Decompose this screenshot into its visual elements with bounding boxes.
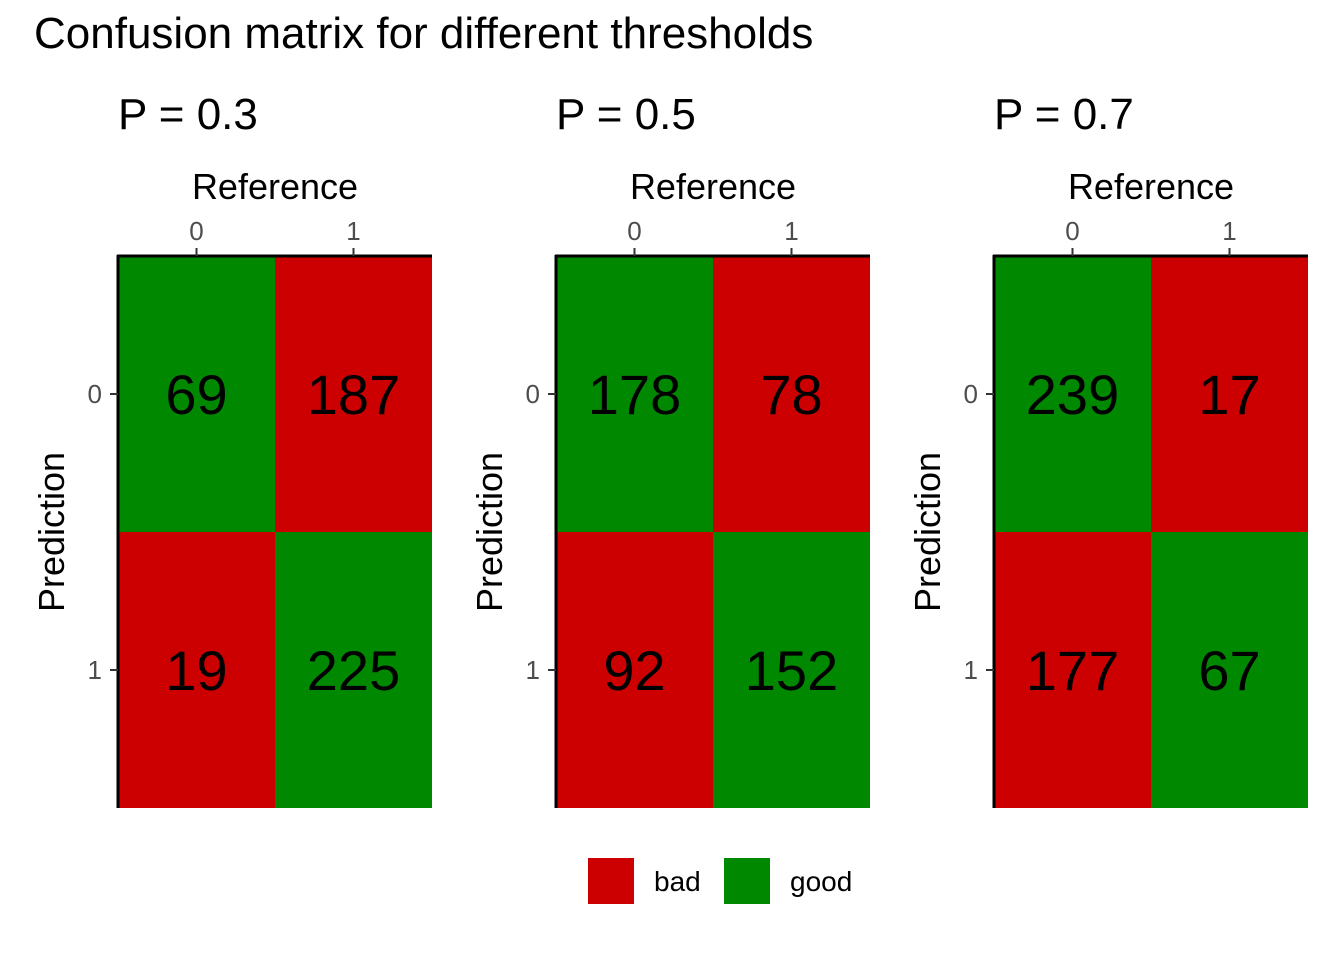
legend-key-bad (588, 858, 634, 904)
cell-pred0-ref1 (713, 256, 870, 532)
legend-key-good (724, 858, 770, 904)
cell-value-label: 239 (1026, 363, 1119, 426)
y-tick-label: 1 (964, 655, 978, 685)
cell-value-label: 187 (307, 363, 400, 426)
x-tick-label: 0 (1065, 216, 1079, 246)
y-axis-title: Prediction (469, 452, 510, 612)
x-tick-label: 0 (627, 216, 641, 246)
cell-pred0-ref0 (118, 256, 275, 532)
cell-pred1-ref1 (713, 532, 870, 808)
confusion-matrix-panel-p03: P = 0.3 69 187 19 225 0 1 0 1 Reference Predictio… (31, 85, 474, 825)
cell-value-label: 19 (165, 639, 227, 702)
cell-pred1-ref0 (118, 532, 275, 808)
cell-value-label: 92 (603, 639, 665, 702)
panel-title: P = 0.7 (994, 90, 1134, 139)
confusion-matrix-panel-p07: P = 0.7 239 17 177 67 0 1 0 1 Reference Predictio… (907, 85, 1344, 825)
cell-value-label: 78 (760, 363, 822, 426)
cell-pred1-ref1 (1151, 532, 1308, 808)
cell-value-label: 152 (745, 639, 838, 702)
cell-value-label: 178 (588, 363, 681, 426)
cell-value-label: 177 (1026, 639, 1119, 702)
legend-label-bad: bad (654, 866, 701, 897)
y-axis-title: Prediction (907, 452, 948, 612)
cell-pred0-ref0 (994, 256, 1151, 532)
cell-pred0-ref0 (556, 256, 713, 532)
y-tick-label: 1 (88, 655, 102, 685)
x-axis-title: Reference (192, 166, 358, 207)
panel-plot: 178 78 92 152 0 1 0 1 Reference Prediction (469, 166, 870, 808)
x-axis-title: Reference (1068, 166, 1234, 207)
panel-plot: 239 17 177 67 0 1 0 1 Reference Prediction (907, 166, 1308, 808)
x-tick-label: 0 (189, 216, 203, 246)
cell-value-label: 225 (307, 639, 400, 702)
y-tick-label: 0 (88, 379, 102, 409)
cell-pred1-ref0 (556, 532, 713, 808)
legend-label-good: good (790, 866, 853, 897)
y-tick-label: 0 (526, 379, 540, 409)
panel-title: P = 0.5 (556, 90, 696, 139)
cell-value-label: 17 (1198, 363, 1260, 426)
chart-title: Confusion matrix for different threshold… (34, 9, 814, 58)
x-axis-title: Reference (630, 166, 796, 207)
cell-value-label: 69 (165, 363, 227, 426)
x-tick-label: 1 (346, 216, 360, 246)
panel-title: P = 0.3 (118, 90, 258, 139)
confusion-matrix-panel-p05: P = 0.5 178 78 92 152 0 1 0 1 Reference Predictio… (469, 85, 912, 825)
x-tick-label: 1 (1222, 216, 1236, 246)
cell-pred1-ref1 (275, 532, 432, 808)
cell-pred0-ref1 (1151, 256, 1308, 532)
cell-pred0-ref1 (275, 256, 432, 532)
y-tick-label: 0 (964, 379, 978, 409)
cell-pred1-ref0 (994, 532, 1151, 808)
cell-value-label: 67 (1198, 639, 1260, 702)
x-tick-label: 1 (784, 216, 798, 246)
panel-plot: 69 187 19 225 0 1 0 1 Reference Prediction (31, 166, 432, 808)
y-tick-label: 1 (526, 655, 540, 685)
y-axis-title: Prediction (31, 452, 72, 612)
